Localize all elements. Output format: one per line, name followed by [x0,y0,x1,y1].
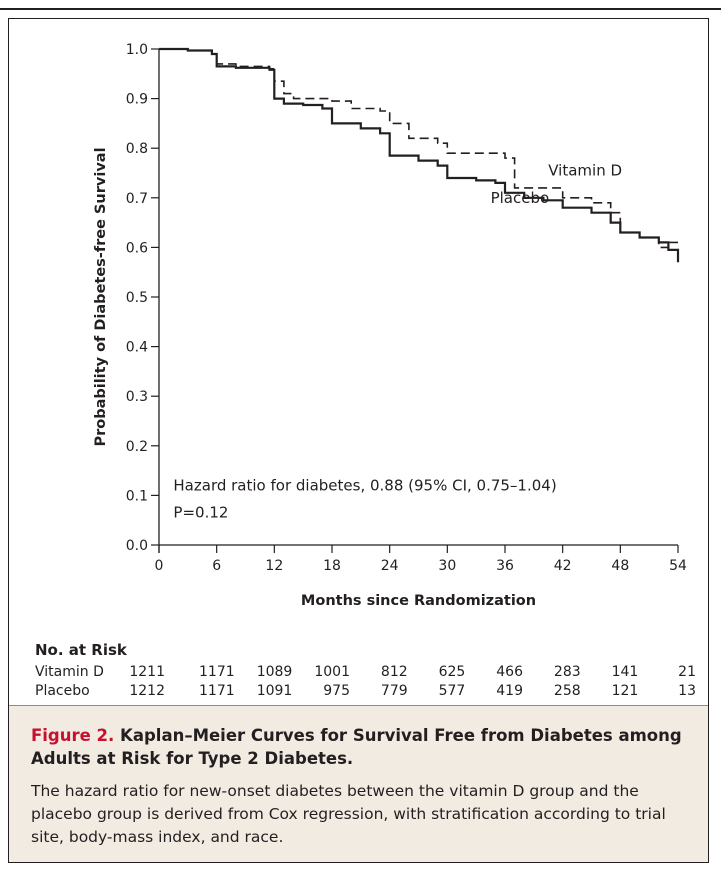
risk-value: 258 [553,683,581,699]
risk-value: 1089 [256,664,293,680]
risk-value: 121 [611,683,639,699]
series-placebo-line [159,47,680,263]
y-tick-label: 0.2 [126,439,148,455]
y-tick-label: 0.6 [126,240,148,256]
top-rule [0,8,721,10]
caption-title: Figure 2. Kaplan–Meier Curves for Surviv… [31,724,686,770]
y-tick-label: 0.8 [126,141,148,157]
risk-value: 13 [678,683,696,699]
risk-value: 625 [438,664,466,680]
y-tick-label: 0.7 [126,191,148,207]
series-vitamin-d-line [159,48,678,249]
x-tick-label: 0 [155,558,164,574]
risk-row-label: Placebo [35,683,90,699]
x-tick-label: 54 [669,558,687,574]
y-tick-label: 0.1 [126,488,148,504]
x-tick-label: 30 [438,558,456,574]
x-tick-label: 6 [212,558,221,574]
risk-value: 1212 [129,683,165,699]
x-axis-label: Months since Randomization [301,593,536,609]
risk-value: 1091 [256,683,293,699]
y-axis-label: Probability of Diabetes-free Survival [93,147,109,446]
x-tick-label: 42 [554,558,572,574]
risk-value: 1171 [199,683,235,699]
risk-value: 1001 [314,664,350,680]
risk-value: 812 [380,664,408,680]
figure-caption: Figure 2. Kaplan–Meier Curves for Surviv… [9,705,708,862]
risk-row-label: Vitamin D [35,664,104,680]
risk-value: 466 [496,664,523,680]
x-tick-label: 24 [381,558,399,574]
risk-value: 779 [380,683,408,699]
y-tick-label: 1.0 [126,42,148,58]
figure-box: 0.0 0.1 0.2 0.3 0.4 0.5 0.6 0.7 0.8 0.9 1.0 0 6 12 18 2… [8,18,709,863]
y-tick-label: 0.9 [126,92,148,108]
risk-row-placebo: Placebo 1212 1171 1091 975 779 577 419 258 121 13 [35,683,708,701]
y-tick-label: 0.4 [126,340,148,356]
risk-value: 21 [678,664,696,680]
x-tick-label: 18 [323,558,341,574]
x-tick-label: 48 [611,558,629,574]
risk-value: 283 [553,664,581,680]
caption-title-text: Kaplan–Meier Curves for Survival Free fr… [31,726,682,768]
risk-row-vitamin-d: Vitamin D 1211 1171 1089 1001 812 625 466 283 141… [35,664,708,682]
x-tick-label: 12 [265,558,283,574]
y-tick-label: 0.5 [126,290,148,306]
risk-value: 577 [438,683,466,699]
y-tick-label: 0.3 [126,389,148,405]
series-label-vitamin-d: Vitamin D [548,161,622,179]
annotation-2: P=0.12 [173,504,228,522]
y-tick-label: 0.0 [126,538,148,554]
series-label-placebo: Placebo [491,189,550,207]
risk-value: 1211 [129,664,165,680]
figure-label: Figure 2. [31,726,115,745]
annotation-1: Hazard ratio for diabetes, 0.88 (95% CI,… [173,476,556,494]
risk-value: 1171 [199,664,235,680]
km-chart: 0.0 0.1 0.2 0.3 0.4 0.5 0.6 0.7 0.8 0.9 1.0 0 6 12 18 2… [93,42,687,609]
x-tick-label: 36 [496,558,514,574]
caption-text: The hazard ratio for new-onset diabetes … [31,782,666,846]
risk-value: 419 [496,683,523,699]
risk-value: 141 [611,664,639,680]
risk-value: 975 [323,683,350,699]
risk-table-title: No. at Risk [35,641,127,659]
